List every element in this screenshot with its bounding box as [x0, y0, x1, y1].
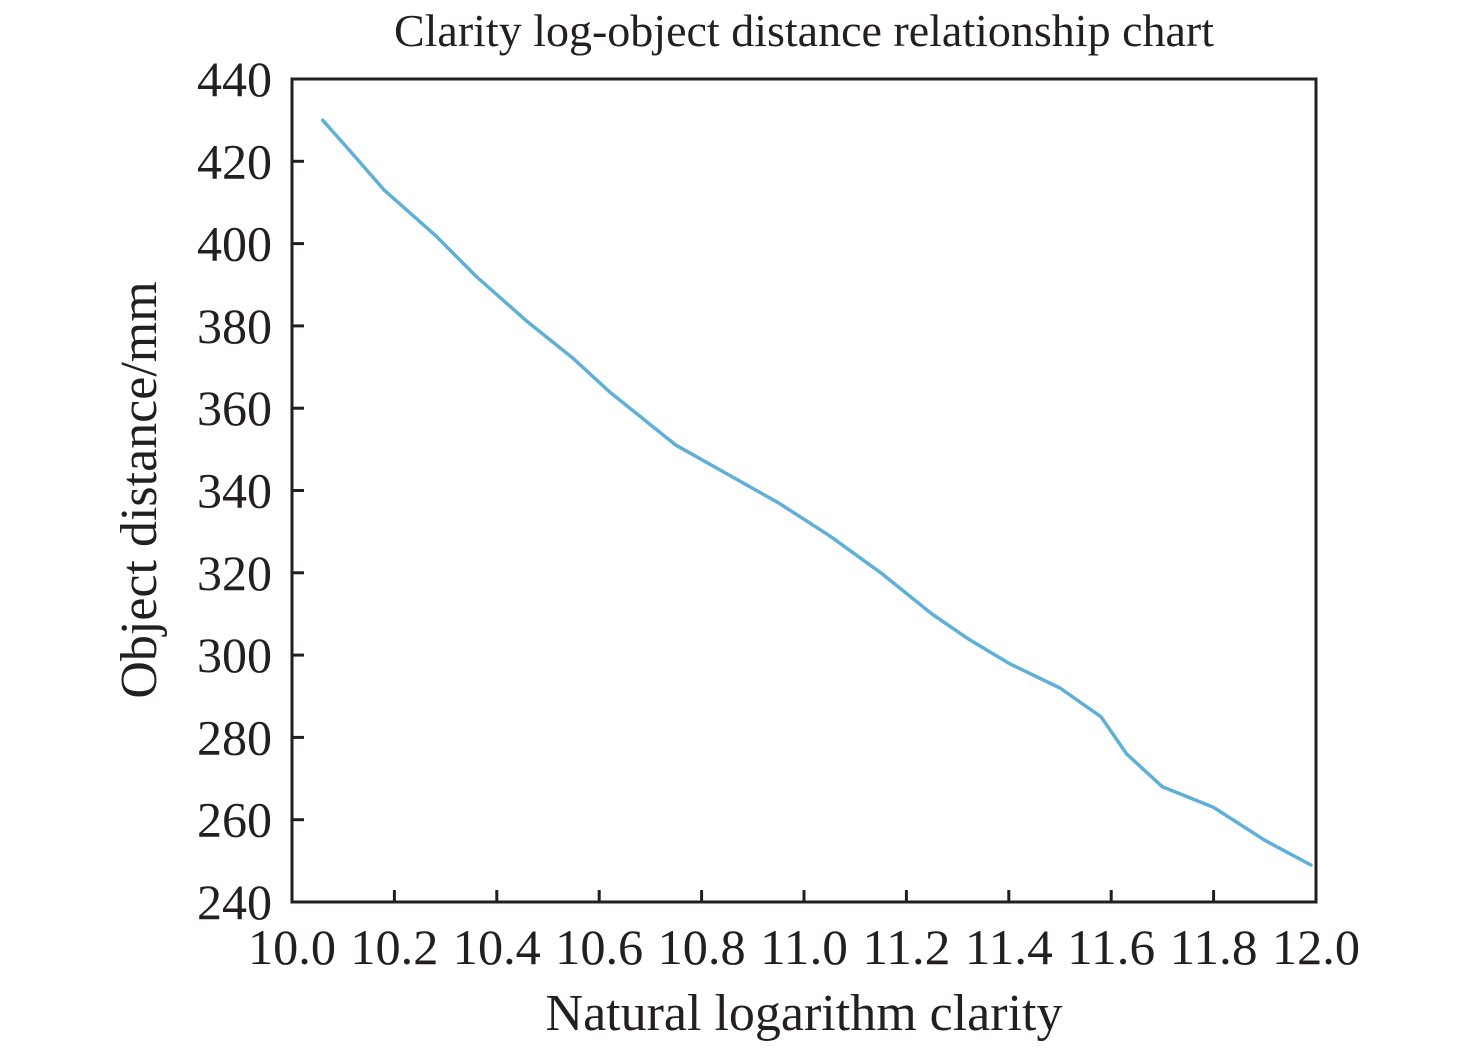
chart-title: Clarity log-object distance relationship…: [394, 5, 1214, 56]
y-tick-label: 300: [197, 627, 272, 683]
x-tick-label: 10.6: [555, 919, 643, 975]
y-tick-label: 400: [197, 216, 272, 272]
y-tick-label: 260: [197, 792, 272, 848]
y-tick-label: 240: [197, 874, 272, 930]
x-tick-label: 11.4: [965, 919, 1053, 975]
x-tick-label: 12.0: [1272, 919, 1360, 975]
x-tick-label: 11.2: [862, 919, 950, 975]
y-tick-label: 320: [197, 545, 272, 601]
plot-frame: [290, 77, 1318, 904]
y-axis-label: Object distance/mm: [111, 281, 168, 698]
y-tick-label: 380: [197, 298, 272, 354]
y-tick-label: 280: [197, 709, 272, 765]
y-tick-label: 340: [197, 463, 272, 519]
x-tick-label: 10.2: [350, 919, 438, 975]
x-tick-label: 11.6: [1067, 919, 1155, 975]
x-tick-label: 11.8: [1170, 919, 1258, 975]
y-tick-label: 420: [197, 133, 272, 189]
x-tick-label: 10.4: [453, 919, 541, 975]
x-tick-label: 10.8: [658, 919, 746, 975]
x-tick-label: 11.0: [760, 919, 848, 975]
series-line: [320, 118, 1313, 867]
y-tick-label: 440: [197, 51, 272, 107]
plot-series: [320, 118, 1313, 867]
x-axis-label: Natural logarithm clarity: [546, 985, 1063, 1042]
y-ticks: 240 260 280 300 320 340 360 380 400 420 440: [197, 51, 304, 930]
x-ticks: 10.0 10.2 10.4 10.6 10.8 11.0 11.2 11.4 11.6 11.8…: [248, 890, 1360, 975]
x-tick-label: 10.0: [248, 919, 336, 975]
y-tick-label: 360: [197, 380, 272, 436]
